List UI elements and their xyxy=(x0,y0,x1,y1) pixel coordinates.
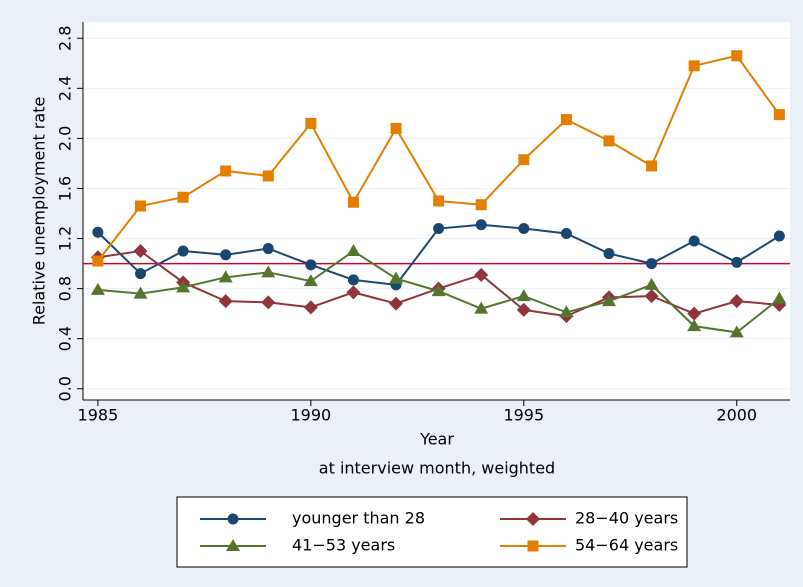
legend-label: younger than 28 xyxy=(292,509,425,528)
marker xyxy=(518,154,530,166)
marker xyxy=(133,244,148,259)
marker xyxy=(226,539,240,551)
x-tick-label: 1995 xyxy=(503,406,544,425)
marker xyxy=(516,289,531,302)
legend-label: 54−64 years xyxy=(575,536,678,555)
marker xyxy=(475,219,487,231)
marker xyxy=(644,289,659,304)
marker xyxy=(220,165,232,177)
marker xyxy=(560,228,572,240)
legend xyxy=(176,496,688,568)
marker xyxy=(220,249,232,261)
marker xyxy=(688,60,700,72)
marker xyxy=(347,196,359,208)
y-tick-label: 2.0 xyxy=(56,126,75,151)
marker xyxy=(526,512,540,526)
marker xyxy=(389,271,404,284)
marker xyxy=(687,306,702,321)
marker xyxy=(646,160,658,172)
marker xyxy=(603,135,615,147)
marker xyxy=(218,270,233,283)
marker xyxy=(389,296,404,311)
marker xyxy=(773,109,785,121)
marker xyxy=(560,114,572,126)
marker xyxy=(729,294,744,309)
y-tick-label: 0.4 xyxy=(56,326,75,351)
marker xyxy=(516,302,531,317)
marker xyxy=(687,319,702,332)
marker xyxy=(227,513,239,525)
marker xyxy=(134,200,146,212)
marker xyxy=(688,235,700,247)
marker xyxy=(92,255,104,267)
marker xyxy=(262,243,274,255)
marker xyxy=(773,230,785,242)
y-tick-label: 1.2 xyxy=(56,226,75,251)
marker xyxy=(729,325,744,338)
marker xyxy=(262,170,274,182)
marker xyxy=(92,226,104,238)
legend-label: 28−40 years xyxy=(575,509,678,528)
marker xyxy=(731,256,743,268)
marker xyxy=(305,259,317,271)
marker xyxy=(347,274,359,286)
note: at interview month, weighted xyxy=(319,459,555,478)
marker xyxy=(176,280,191,293)
marker xyxy=(559,305,574,318)
marker xyxy=(603,248,615,260)
y-tick-label: 2.8 xyxy=(56,26,75,51)
x-tick-label: 2000 xyxy=(716,406,757,425)
marker xyxy=(731,50,743,62)
marker xyxy=(772,291,787,304)
x-axis-title: Year xyxy=(419,430,454,449)
marker xyxy=(90,282,105,295)
marker xyxy=(474,301,489,314)
marker xyxy=(431,284,446,297)
marker xyxy=(177,245,189,257)
y-tick-label: 1.6 xyxy=(56,176,75,201)
marker xyxy=(261,295,276,310)
marker xyxy=(646,258,658,270)
marker xyxy=(433,223,445,235)
plot-area xyxy=(83,22,790,400)
marker xyxy=(305,117,317,129)
marker xyxy=(601,294,616,307)
legend-label: 41−53 years xyxy=(292,536,395,555)
marker xyxy=(518,223,530,235)
y-tick-label: 0.8 xyxy=(56,276,75,301)
marker xyxy=(474,267,489,282)
x-tick-label: 1985 xyxy=(78,406,119,425)
marker xyxy=(303,300,318,315)
x-tick-label: 1990 xyxy=(290,406,331,425)
y-tick-label: 2.4 xyxy=(56,76,75,101)
marker xyxy=(346,244,361,257)
y-axis-title: Relative unemployment rate xyxy=(30,97,49,326)
marker xyxy=(475,199,487,211)
marker xyxy=(261,265,276,278)
marker xyxy=(133,286,148,299)
marker xyxy=(527,540,539,552)
marker xyxy=(644,277,659,290)
marker xyxy=(433,195,445,207)
marker xyxy=(346,285,361,300)
marker xyxy=(303,274,318,287)
marker xyxy=(390,122,402,134)
marker xyxy=(134,268,146,280)
y-tick-label: 0.0 xyxy=(56,376,75,401)
marker xyxy=(218,294,233,309)
marker xyxy=(177,191,189,203)
